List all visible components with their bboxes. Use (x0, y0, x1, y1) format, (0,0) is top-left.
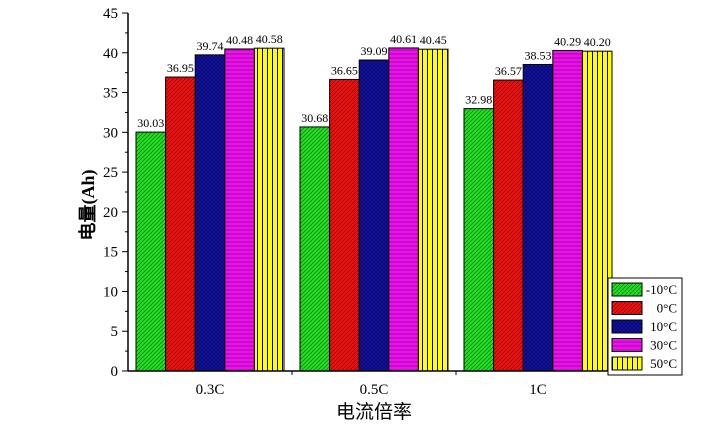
bar (463, 108, 495, 372)
data-label: 30.68 (301, 111, 328, 125)
bar (388, 47, 419, 372)
data-label: 40.58 (256, 32, 283, 46)
bar (522, 63, 554, 372)
data-label: 40.48 (226, 33, 253, 47)
y-tick-label: 20 (103, 205, 118, 221)
data-label: 36.65 (331, 63, 358, 77)
bar (224, 48, 255, 372)
y-tick-label: 30 (103, 125, 118, 141)
y-tick-label: 35 (103, 86, 118, 102)
legend-swatch (611, 319, 643, 334)
y-tick-label: 0 (111, 364, 119, 380)
data-label: 40.20 (584, 35, 611, 49)
y-tick-label: 45 (103, 6, 118, 22)
legend-swatch (611, 301, 643, 315)
y-tick-label: 40 (103, 46, 118, 62)
x-axis-title: 电流倍率 (336, 401, 412, 423)
bar (358, 59, 390, 372)
data-label: 38.53 (525, 48, 552, 62)
legend-label: 30°C (650, 338, 677, 353)
data-label: 40.29 (554, 34, 581, 48)
y-tick-label: 25 (103, 165, 118, 181)
data-label: 40.45 (420, 33, 447, 47)
y-tick-label: 5 (111, 324, 119, 340)
axes: 0.3C 0.5C 1C 0 5 10 15 20 25 30 35 40 45 (103, 6, 621, 398)
x-tick-label: 0.5C (360, 382, 389, 398)
bar (165, 76, 196, 372)
x-tick-label: 0.3C (196, 382, 225, 398)
bar (253, 47, 285, 372)
bars-layer (135, 47, 613, 372)
legend-label: 0°C (657, 301, 677, 316)
bar (135, 131, 167, 372)
bar (194, 54, 226, 372)
bar (581, 50, 613, 372)
bar (299, 126, 331, 372)
data-label: 39.74 (197, 39, 224, 53)
y-tick-label: 15 (103, 245, 118, 261)
legend-label: 10°C (650, 319, 677, 334)
data-label: 36.57 (495, 64, 522, 78)
legend: -10°C 0°C 10°C 30°C 50°C (607, 277, 683, 376)
bar (552, 49, 583, 372)
legend-swatch (611, 356, 643, 371)
legend-swatch (611, 338, 643, 352)
x-tick-label: 1C (529, 382, 547, 398)
bar (329, 78, 360, 372)
data-label: 39.09 (361, 44, 388, 58)
data-label: 40.61 (390, 32, 417, 46)
data-label: 36.95 (167, 61, 194, 75)
legend-label: -10°C (646, 282, 677, 297)
data-label: 32.98 (465, 93, 492, 107)
bar (493, 79, 524, 372)
y-axis-title: 电量(Ah) (77, 169, 99, 240)
legend-swatch (611, 282, 643, 297)
legend-label: 50°C (650, 356, 677, 371)
bar (417, 48, 449, 372)
y-tick-label: 10 (103, 284, 118, 300)
data-label: 30.03 (137, 116, 164, 130)
